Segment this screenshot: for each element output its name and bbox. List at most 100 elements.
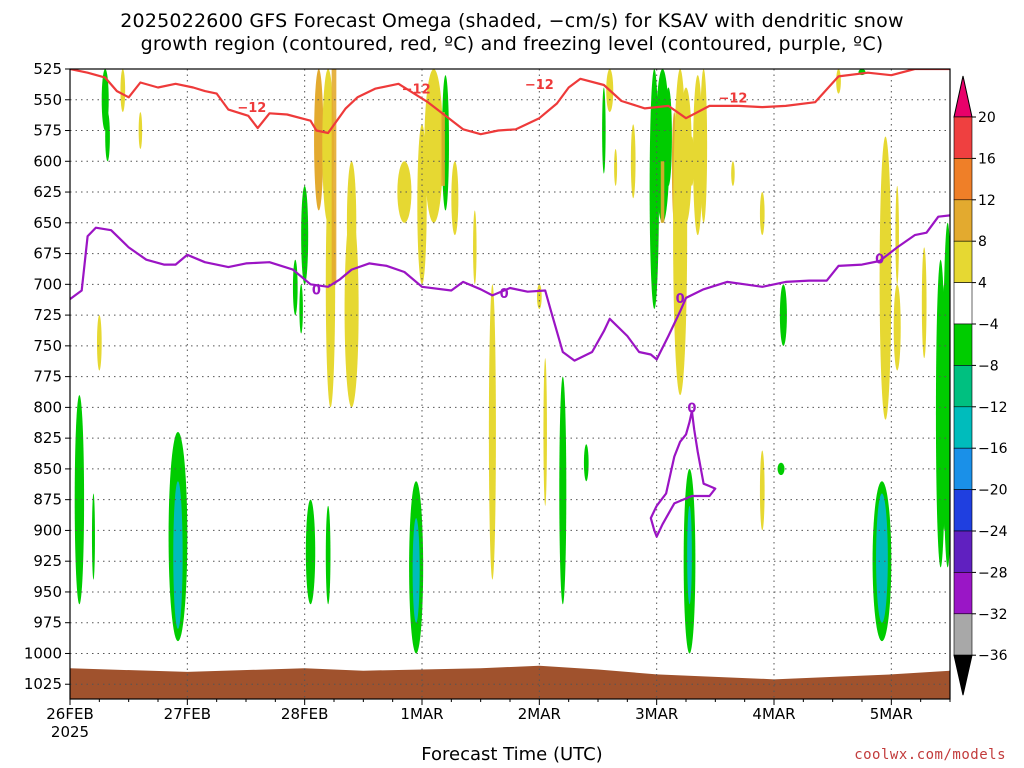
- colorbar-bottom-arrow: [953, 654, 973, 696]
- colorbar-label-6: −8: [978, 358, 999, 374]
- colorbar-label-3: 8: [978, 234, 987, 250]
- ytick-label-575: 575: [33, 122, 62, 140]
- ytick-label-1025: 1025: [24, 675, 62, 693]
- omega-shade-51: [759, 450, 765, 531]
- omega-shade-47: [663, 93, 669, 113]
- omega-shade-59: [895, 185, 899, 285]
- x-axis-title: Forecast Time (UTC): [421, 744, 603, 765]
- omega-shade-9: [292, 259, 298, 316]
- colorbar-seg-4: [953, 240, 973, 283]
- ytick-label-550: 550: [33, 91, 62, 109]
- omega-shade-2: [120, 69, 126, 113]
- omega-shading: [70, 69, 950, 699]
- omega-core-0: [331, 69, 337, 285]
- omega-shade-5: [74, 395, 85, 605]
- omega-core-2: [660, 161, 665, 223]
- contour-label-0-0: 0: [312, 283, 321, 298]
- ytick-label-975: 975: [33, 614, 62, 632]
- contour-label-0-2: 0: [676, 292, 685, 307]
- contour-0: [70, 214, 950, 362]
- colorbar-label-5: −4: [978, 317, 999, 333]
- colorbar-label-12: −32: [978, 607, 1008, 623]
- ytick-label-800: 800: [33, 398, 62, 416]
- colorbar-label-4: 4: [978, 276, 987, 292]
- omega-shade-60: [921, 247, 927, 359]
- chart-title-line2: growth region (contoured, red, ºC) and f…: [140, 33, 884, 55]
- plot-area: [70, 69, 950, 699]
- xtick-label-2MAR: 2MAR: [518, 705, 561, 723]
- xtick-label-4MAR: 4MAR: [752, 705, 795, 723]
- omega-shade-3: [138, 112, 143, 149]
- omega-shade-35: [614, 148, 618, 186]
- ytick-label-900: 900: [33, 521, 62, 539]
- contour-label-0-1: 0: [500, 287, 509, 302]
- omega-shade-41: [680, 87, 692, 223]
- ytick-label-925: 925: [33, 552, 62, 570]
- omega-shade-52: [777, 462, 785, 476]
- ytick-label-775: 775: [33, 368, 62, 386]
- ytick-label-950: 950: [33, 583, 62, 601]
- omega-shade-57: [879, 136, 892, 420]
- ytick-label-1000: 1000: [24, 644, 62, 662]
- omega-shade-50: [779, 284, 787, 346]
- colorbar-seg-3: [953, 199, 973, 242]
- omega-shade-6: [91, 493, 95, 580]
- ytick-label-700: 700: [33, 275, 62, 293]
- site-credit: coolwx.com/models: [854, 747, 1006, 763]
- ytick-label-825: 825: [33, 429, 62, 447]
- omega-shade-42: [693, 75, 703, 236]
- colorbar-label-13: −36: [978, 648, 1008, 664]
- ytick-label-525: 525: [33, 60, 62, 78]
- colorbar-label-7: −12: [978, 400, 1008, 416]
- omega-shade-46: [687, 505, 692, 605]
- colorbar-seg-13: [953, 613, 973, 656]
- contour-label--12-3: −12: [718, 91, 747, 106]
- colorbar: 20 16 12 8 4 −4 −8 −12 −16 −20 −24 −28 −32 −36: [953, 75, 1008, 696]
- omega-shade-55: [876, 493, 888, 623]
- contour--12: [70, 69, 950, 136]
- colorbar-seg-9: [953, 447, 973, 490]
- colorbar-seg-1: [953, 116, 973, 159]
- colorbar-seg-8: [953, 406, 973, 449]
- omega-shade-24: [473, 210, 477, 285]
- contour-0-island: [649, 410, 717, 538]
- xtick-label-27FEB: 27FEB: [164, 705, 211, 723]
- omega-shade-58: [893, 284, 901, 371]
- omega-shade-1: [105, 112, 110, 162]
- colorbar-label-8: −16: [978, 441, 1008, 457]
- contour-label-0-island-0: 0: [687, 401, 696, 416]
- ytick-label-650: 650: [33, 214, 62, 232]
- omega-shade-31: [412, 518, 420, 623]
- contour-label--12-0: −12: [237, 101, 266, 116]
- ytick-label-675: 675: [33, 245, 62, 263]
- contour-label--12-2: −12: [525, 78, 554, 93]
- omega-shade-26: [543, 358, 547, 506]
- ytick-label-600: 600: [33, 152, 62, 170]
- colorbar-seg-6: [953, 323, 973, 366]
- omega-shade-49: [759, 192, 765, 236]
- colorbar-seg-5: [953, 282, 973, 325]
- y-axis: 525 550 575 600 625 650 675 700 725 750 775 800 825 8…: [24, 60, 70, 693]
- ytick-label-725: 725: [33, 306, 62, 324]
- omega-shade-34: [630, 124, 636, 199]
- colorbar-label-9: −20: [978, 483, 1008, 499]
- colorbar-label-11: −28: [978, 565, 1008, 581]
- colorbar-seg-10: [953, 489, 973, 532]
- omega-shade-29: [583, 444, 589, 482]
- year-label: 2025: [51, 723, 89, 741]
- xtick-label-3MAR: 3MAR: [635, 705, 678, 723]
- omega-shade-11: [305, 499, 316, 605]
- omega-shade-27: [536, 284, 542, 309]
- omega-shade-14: [314, 69, 324, 211]
- contour-lines: −12 −12 −12 −12 0 0 0 0 0: [70, 69, 950, 538]
- omega-shade-10: [299, 284, 303, 334]
- colorbar-label-2: 12: [978, 193, 996, 209]
- xtick-label-1MAR: 1MAR: [400, 705, 443, 723]
- omega-shade-21: [417, 124, 427, 285]
- colorbar-seg-7: [953, 365, 973, 408]
- chart-title-line1: 2025022600 GFS Forecast Omega (shaded, −…: [120, 10, 904, 32]
- ytick-label-875: 875: [33, 491, 62, 509]
- ytick-label-625: 625: [33, 183, 62, 201]
- omega-shade-19: [397, 161, 412, 223]
